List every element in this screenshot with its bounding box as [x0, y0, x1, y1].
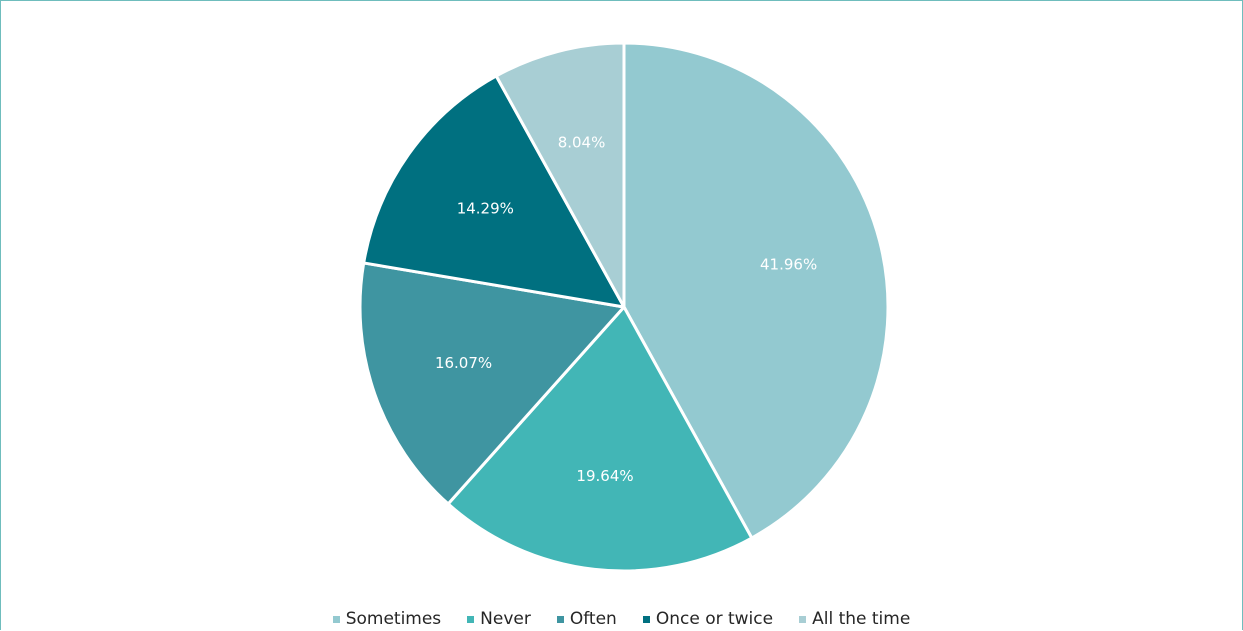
- pie-label-all-the-time: 8.04%: [558, 133, 606, 151]
- legend-label-sometimes: Sometimes: [345, 609, 442, 629]
- pie-labels: 41.96% 19.64% 16.07% 14.29% 8.04%: [435, 133, 817, 485]
- legend-label-never: Never: [480, 609, 531, 629]
- legend-swatch-once-or-twice: [642, 615, 650, 623]
- pie-label-once-or-twice: 14.29%: [457, 200, 514, 218]
- pie-chart: 41.96% 19.64% 16.07% 14.29% 8.04%: [358, 41, 890, 573]
- legend: Sometimes Never Often Once or twice All …: [1, 607, 1242, 631]
- pie-label-never: 19.64%: [576, 467, 633, 485]
- pie-slice-all-the-time: [494, 41, 626, 309]
- legend-swatch-sometimes: [332, 615, 340, 623]
- pie-label-sometimes: 41.96%: [760, 256, 817, 274]
- legend-label-all-the-time: All the time: [812, 609, 911, 629]
- pie-slice-sometimes: [622, 41, 890, 540]
- legend-swatch-often: [556, 615, 564, 623]
- legend-label-often: Often: [569, 609, 617, 629]
- legend-swatch-never: [467, 615, 475, 623]
- pie-slice-once-or-twice: [362, 74, 626, 309]
- pie-slices: [358, 41, 890, 573]
- pie-slice-often: [358, 261, 626, 506]
- legend-item-all-the-time: All the time: [799, 609, 910, 629]
- legend-swatch-all-the-time: [799, 615, 807, 623]
- pie-slice-never: [446, 305, 754, 573]
- legend-item-once-or-twice: Once or twice: [642, 609, 774, 629]
- legend-label-once-or-twice: Once or twice: [655, 609, 774, 629]
- legend-item-sometimes: Sometimes: [332, 609, 442, 629]
- legend-item-never: Never: [467, 609, 531, 629]
- legend-item-often: Often: [556, 609, 617, 629]
- pie-label-often: 16.07%: [435, 354, 492, 372]
